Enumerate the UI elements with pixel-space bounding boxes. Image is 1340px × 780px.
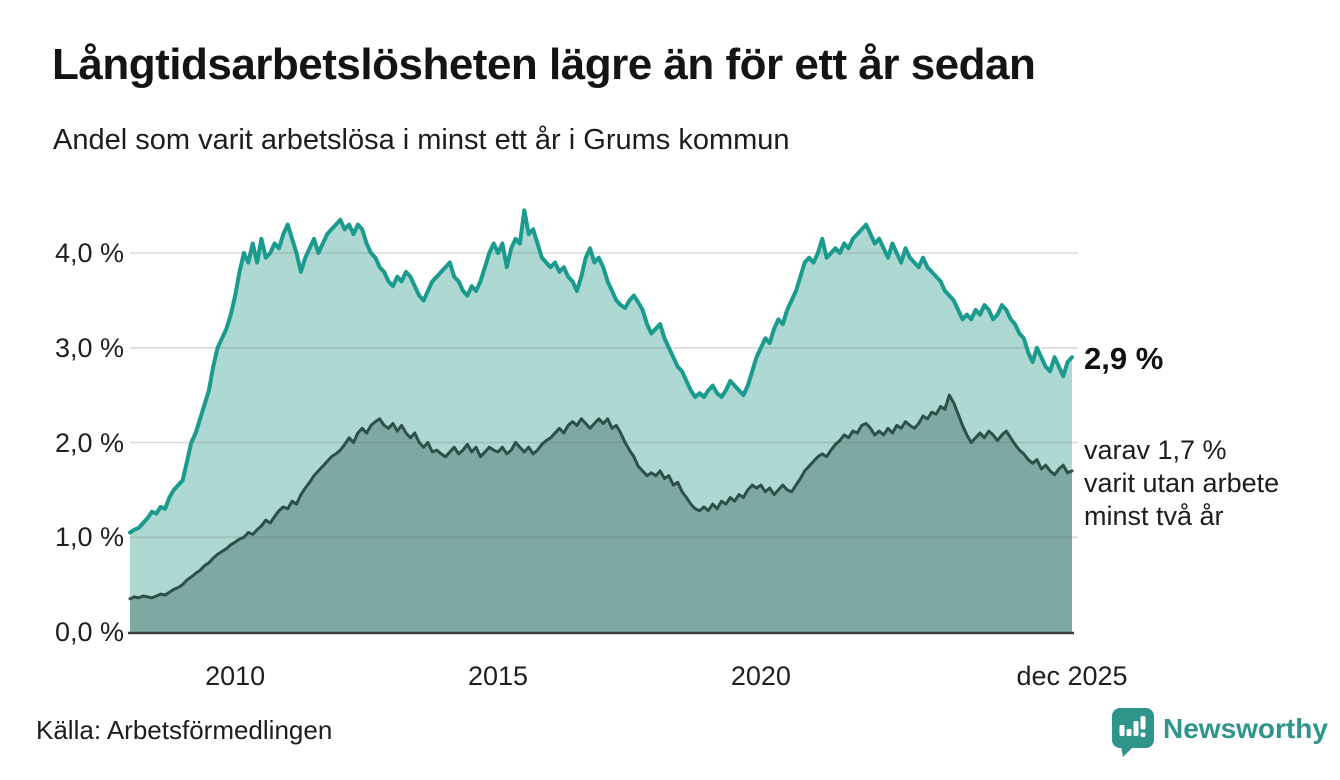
y-tick-label: 3,0 %: [54, 332, 124, 363]
y-tick-label: 2,0 %: [54, 427, 124, 458]
page-subtitle: Andel som varit arbetslösa i minst ett å…: [53, 124, 790, 156]
end-sub-label-line: varav 1,7 %: [1084, 435, 1227, 465]
y-tick-label: 4,0 %: [54, 238, 124, 268]
page-title: Långtidsarbetslösheten lägre än för ett …: [52, 40, 1036, 89]
source-credit: Källa: Arbetsförmedlingen: [36, 715, 333, 745]
newsworthy-logo: Newsworthy: [1112, 708, 1328, 758]
x-tick-label: 2015: [467, 661, 529, 691]
area-fill: [130, 395, 1072, 632]
y-tick-label: 0,0 %: [54, 617, 124, 647]
x-tick-label: dec 2025: [1016, 661, 1128, 691]
end-sub-label-line: minst två år: [1084, 501, 1224, 531]
x-tick-label: 2020: [730, 661, 791, 691]
newsworthy-speech-bubble-chart-icon: [1112, 708, 1154, 757]
series-line: [128, 393, 1074, 601]
newsworthy-wordmark: Newsworthy: [1163, 713, 1328, 744]
series-line: [128, 208, 1074, 535]
x-tick-label: 2010: [205, 661, 266, 691]
end-value-label: 2,9 %: [1084, 341, 1164, 376]
end-sub-label-line: varit utan arbete: [1084, 468, 1280, 498]
y-tick-label: 1,0 %: [54, 522, 124, 553]
end-sub-label: varav 1,7 % varit utan arbete minst två …: [1084, 434, 1279, 533]
